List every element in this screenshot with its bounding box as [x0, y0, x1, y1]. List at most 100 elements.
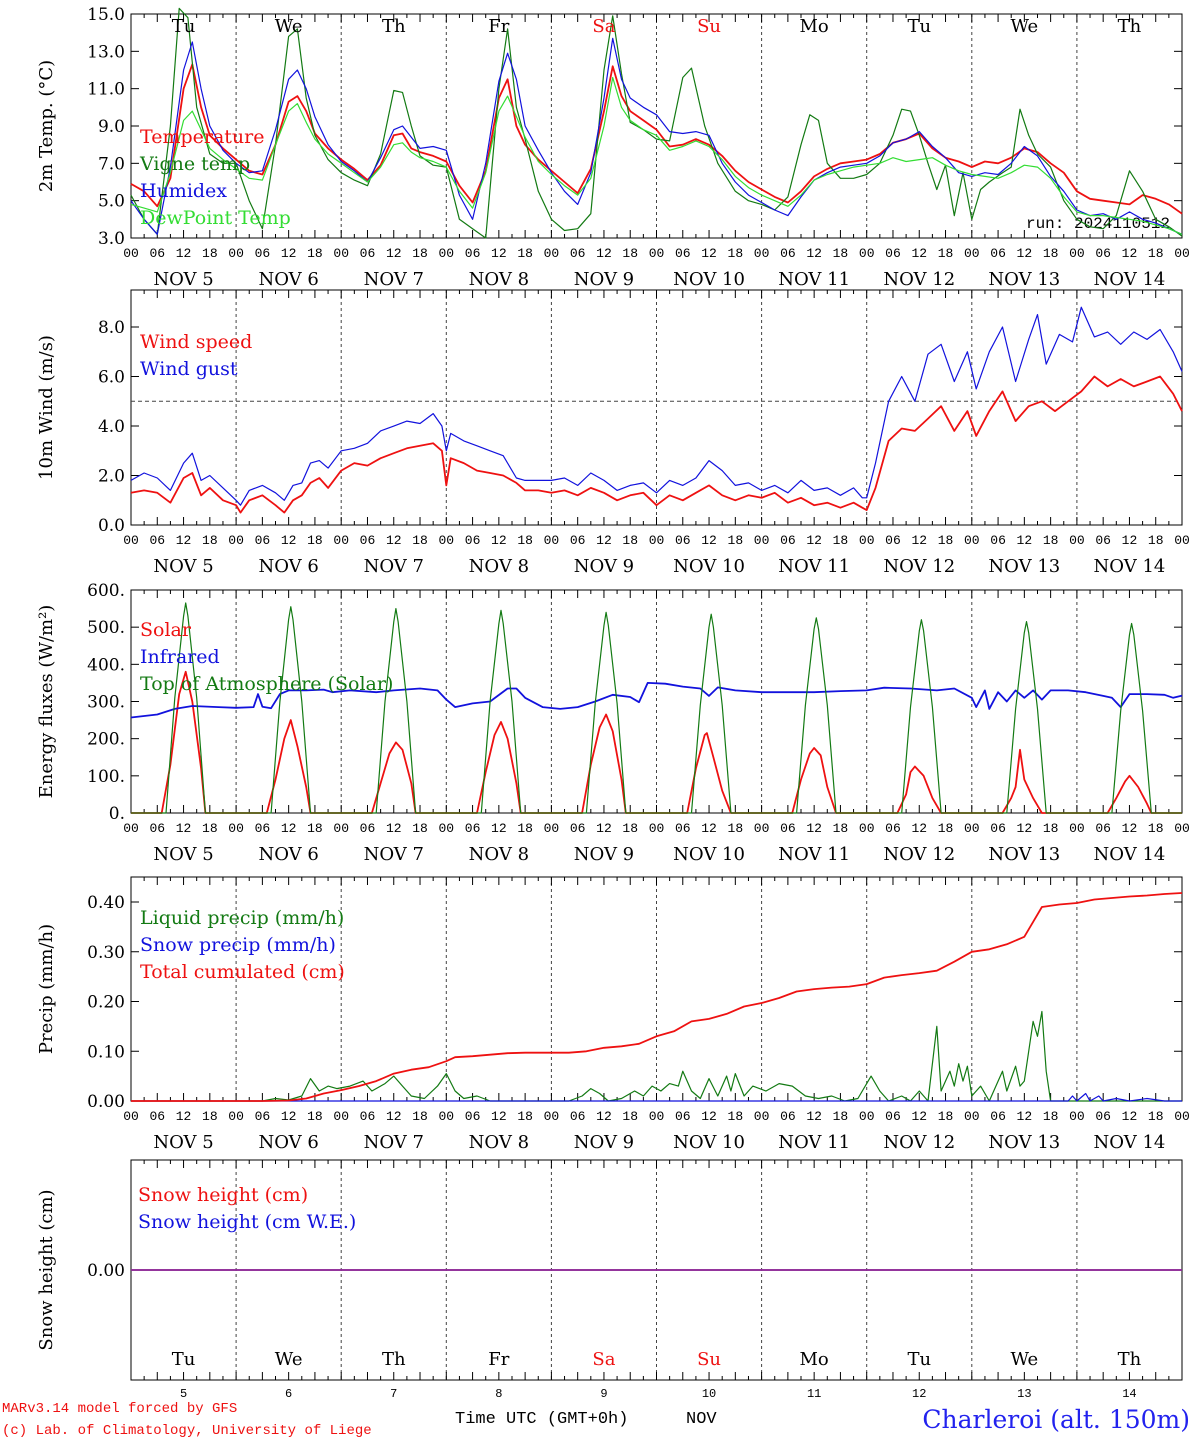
hour-tick-label: 18	[517, 533, 533, 548]
hour-tick-label: 00	[754, 533, 770, 548]
day-number-label: 14	[1122, 1387, 1136, 1401]
day-label: NOV 13	[988, 269, 1060, 290]
hour-tick-label: 18	[412, 1109, 428, 1124]
legend-entry: Vigne temp	[139, 153, 250, 175]
hour-tick-label: 12	[176, 533, 192, 548]
legend-entry: Snow height (cm)	[138, 1184, 308, 1206]
day-label: NOV 5	[153, 844, 213, 865]
hour-tick-label: 06	[885, 533, 901, 548]
plot-frame	[130, 13, 1183, 239]
series-line	[130, 306, 1183, 506]
hour-tick-label: 00	[964, 821, 980, 836]
day-label: NOV 8	[469, 269, 529, 290]
hour-tick-label: 12	[176, 246, 192, 261]
day-label: NOV 6	[258, 269, 318, 290]
hour-tick-label: 00	[333, 246, 349, 261]
weekday-label: Mo	[800, 1349, 829, 1370]
hour-tick-label: 18	[728, 1109, 744, 1124]
hour-tick-label: 18	[1148, 821, 1164, 836]
hour-tick-label: 00	[649, 246, 665, 261]
hour-tick-label: 00	[1174, 1109, 1190, 1124]
y-tick-label: 600.	[87, 581, 125, 601]
hour-tick-label: 12	[491, 821, 507, 836]
hour-tick-label: 12	[701, 821, 717, 836]
day-number-label: 9	[600, 1387, 607, 1401]
weekday-label: We	[1011, 16, 1039, 37]
hour-tick-label: 18	[202, 246, 218, 261]
hour-tick-label: 12	[911, 533, 927, 548]
hour-tick-label: 06	[360, 246, 376, 261]
day-label: NOV 11	[778, 844, 850, 865]
hour-tick-label: 18	[1043, 821, 1059, 836]
hour-tick-label: 06	[360, 533, 376, 548]
day-label: NOV 11	[778, 1132, 850, 1153]
hour-tick-label: 00	[649, 821, 665, 836]
hour-tick-label: 18	[833, 1109, 849, 1124]
weekday-label: Fr	[488, 1349, 509, 1370]
hour-tick-label: 00	[964, 246, 980, 261]
y-tick-label: 400.	[87, 655, 125, 675]
y-axis-label: Precip (mm/h)	[36, 924, 57, 1054]
hour-tick-label: 06	[1095, 821, 1111, 836]
hour-tick-label: 06	[149, 1109, 165, 1124]
day-label: NOV 9	[574, 269, 634, 290]
hour-tick-label: 18	[833, 821, 849, 836]
hour-tick-label: 18	[202, 1109, 218, 1124]
hour-tick-label: 06	[255, 1109, 271, 1124]
weekday-label: Tu	[907, 16, 931, 37]
legend-entry: Liquid precip (mm/h)	[140, 907, 344, 929]
weekday-label: Th	[1118, 1349, 1142, 1370]
panel-2: 0.0 2.0 4.0 6.0 8.0 10m Wind (m/s) Wind speed W…	[36, 289, 1190, 577]
hour-tick-label: 18	[938, 1109, 954, 1124]
hour-tick-label: 12	[491, 533, 507, 548]
hour-tick-label: 06	[255, 533, 271, 548]
hour-tick-label: 06	[465, 533, 481, 548]
hour-tick-label: 18	[517, 246, 533, 261]
hour-tick-label: 00	[859, 533, 875, 548]
hour-tick-label: 18	[307, 533, 323, 548]
legend-entry: Infrared	[140, 646, 220, 668]
day-label: NOV 7	[364, 556, 424, 577]
hour-tick-label: 18	[1148, 533, 1164, 548]
hour-tick-label: 00	[123, 246, 139, 261]
y-tick-label: 0.	[109, 804, 125, 824]
weekday-label: Tu	[172, 1349, 196, 1370]
legend-entry: Wind speed	[140, 331, 252, 353]
hour-tick-label: 00	[964, 1109, 980, 1124]
weekday-label: Su	[697, 1349, 721, 1370]
hour-tick-label: 12	[1017, 821, 1033, 836]
hour-tick-label: 00	[754, 1109, 770, 1124]
y-tick-label: 15.0	[87, 5, 125, 25]
legend-entry: Wind gust	[140, 358, 238, 380]
y-tick-label: 4.0	[98, 417, 125, 437]
hour-tick-label: 18	[1043, 533, 1059, 548]
hour-tick-label: 18	[622, 533, 638, 548]
y-tick-label: 0.40	[87, 893, 125, 913]
hour-tick-label: 06	[465, 246, 481, 261]
hour-tick-label: 18	[517, 1109, 533, 1124]
weekday-label: Mo	[800, 16, 829, 37]
y-tick-label: 9.0	[98, 117, 125, 137]
hour-tick-label: 18	[938, 821, 954, 836]
hour-tick-label: 12	[1017, 533, 1033, 548]
hour-tick-label: 06	[780, 246, 796, 261]
hour-tick-label: 18	[622, 246, 638, 261]
y-tick-label: 11.0	[87, 80, 125, 100]
hour-tick-label: 00	[1174, 821, 1190, 836]
hour-tick-label: 18	[622, 1109, 638, 1124]
hour-tick-label: 06	[149, 821, 165, 836]
y-tick-label: 0.10	[87, 1042, 125, 1062]
hour-tick-label: 06	[675, 533, 691, 548]
legend-entry: Total cumulated (cm)	[140, 961, 345, 983]
hour-tick-label: 12	[386, 821, 402, 836]
series-line	[130, 375, 1183, 514]
day-number-label: 6	[285, 1387, 292, 1401]
hour-tick-label: 18	[202, 533, 218, 548]
hour-tick-label: 18	[202, 821, 218, 836]
hour-tick-label: 18	[728, 533, 744, 548]
hour-tick-label: 12	[281, 821, 297, 836]
hour-tick-label: 18	[728, 246, 744, 261]
hour-tick-label: 12	[1122, 533, 1138, 548]
hour-tick-label: 00	[333, 533, 349, 548]
hour-tick-label: 06	[885, 1109, 901, 1124]
